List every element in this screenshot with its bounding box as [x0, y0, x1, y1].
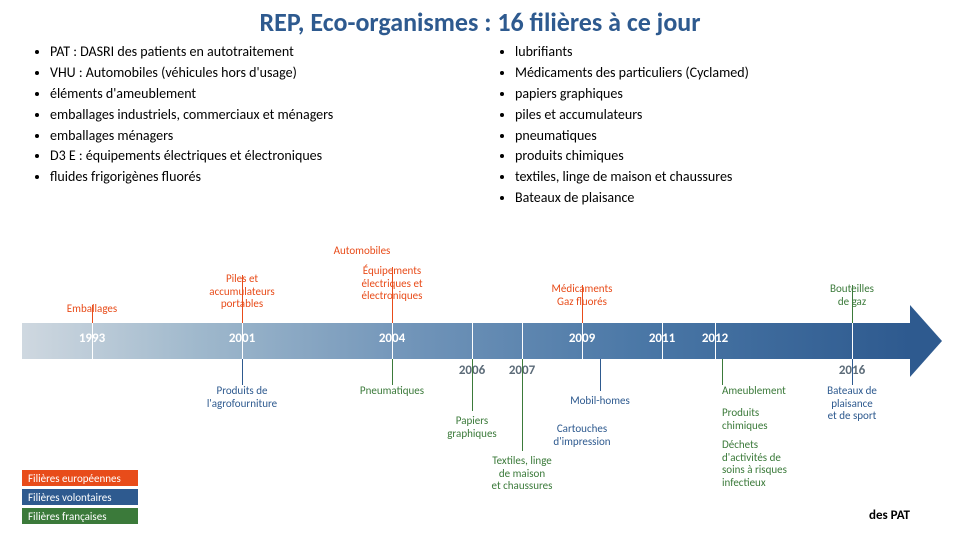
timeline-label-below: Produits de l'agrofourniture: [207, 385, 277, 410]
bullet-item: textiles, linge de maison et chaussures: [515, 167, 930, 188]
bullet-item: emballages industriels, commerciaux et m…: [50, 105, 465, 126]
stem: [242, 359, 243, 385]
stem: [392, 359, 393, 385]
timeline-label-below: Cartouches d'impression: [553, 423, 610, 448]
bullet-item: pneumatiques: [515, 126, 930, 147]
legend-item: Filières françaises: [22, 508, 138, 524]
timeline-label-above: Équipements électriques et électroniques: [361, 265, 422, 303]
timeline-label-above: Bouteilles de gaz: [830, 283, 874, 308]
legend-swatch: Filières françaises: [22, 508, 138, 524]
legend-item: Filières européennes: [22, 470, 138, 486]
bullet-item: papiers graphiques: [515, 84, 930, 105]
year-label: 1993: [79, 331, 105, 346]
stem: [852, 359, 853, 385]
bullet-item: piles et accumulateurs: [515, 105, 930, 126]
year-label: 2004: [379, 331, 405, 346]
timeline-label-below: Textiles, linge de maison et chaussures: [492, 455, 553, 493]
footer-text: des PAT: [869, 508, 910, 523]
bullet-columns: PAT : DASRI des patients en autotraiteme…: [0, 42, 960, 209]
bullet-item: produits chimiques: [515, 146, 930, 167]
year-label: 2001: [229, 331, 255, 346]
year-tick: [522, 323, 523, 359]
year-tick: [472, 323, 473, 359]
timeline-label-above: Emballages: [67, 303, 117, 316]
bullet-item: lubrifiants: [515, 42, 930, 63]
bullet-item: D3 E : équipements électriques et électr…: [50, 146, 465, 167]
timeline-label-above: Médicaments Gaz fluorés: [552, 283, 613, 308]
bullet-item: Médicaments des particuliers (Cyclamed): [515, 63, 930, 84]
timeline-arrow-head: [910, 305, 942, 377]
legend-item: Filières volontaires: [22, 489, 138, 505]
timeline-label-below: Déchets d'activités de soins à risques i…: [722, 439, 787, 490]
year-label: 2012: [702, 331, 728, 346]
year-label: 2009: [569, 331, 595, 346]
bullet-item: PAT : DASRI des patients en autotraiteme…: [50, 42, 465, 63]
bullet-item: emballages ménagers: [50, 126, 465, 147]
year-label: 2011: [649, 331, 675, 346]
timeline-diagram: Filières européennes Filières volontaires…: [22, 223, 938, 533]
legend: Filières européennes Filières volontaires…: [22, 467, 138, 527]
year-tick: [852, 323, 853, 359]
bullet-item: Bateaux de plaisance: [515, 188, 930, 209]
stem: [472, 359, 473, 411]
timeline-label-below: Produits chimiques: [722, 407, 768, 432]
legend-swatch: Filières européennes: [22, 470, 138, 486]
timeline-label-below: Mobil-homes: [570, 395, 630, 408]
stem: [600, 359, 601, 391]
bullet-item: fluides frigorigènes fluorés: [50, 167, 465, 188]
timeline-arrow-bar: [22, 323, 910, 359]
timeline-label-above: Piles et accumulateurs portables: [209, 273, 274, 311]
timeline-label-below: Pneumatiques: [360, 385, 424, 398]
bullet-item: éléments d'ameublement: [50, 84, 465, 105]
page-title: REP, Eco-organismes : 16 filières à ce j…: [0, 0, 960, 42]
bullet-item: VHU : Automobiles (véhicules hors d'usag…: [50, 63, 465, 84]
right-column: lubrifiantsMédicaments des particuliers …: [495, 42, 930, 209]
legend-swatch: Filières volontaires: [22, 489, 138, 505]
stem: [722, 359, 723, 385]
timeline-label-below: Ameublement: [722, 385, 786, 398]
timeline-label-below: Bateaux de plaisance et de sport: [827, 385, 877, 423]
stem: [522, 359, 523, 451]
timeline-label-above: Automobiles: [334, 245, 391, 258]
left-column: PAT : DASRI des patients en autotraiteme…: [30, 42, 465, 209]
timeline-label-below: Papiers graphiques: [447, 415, 496, 440]
